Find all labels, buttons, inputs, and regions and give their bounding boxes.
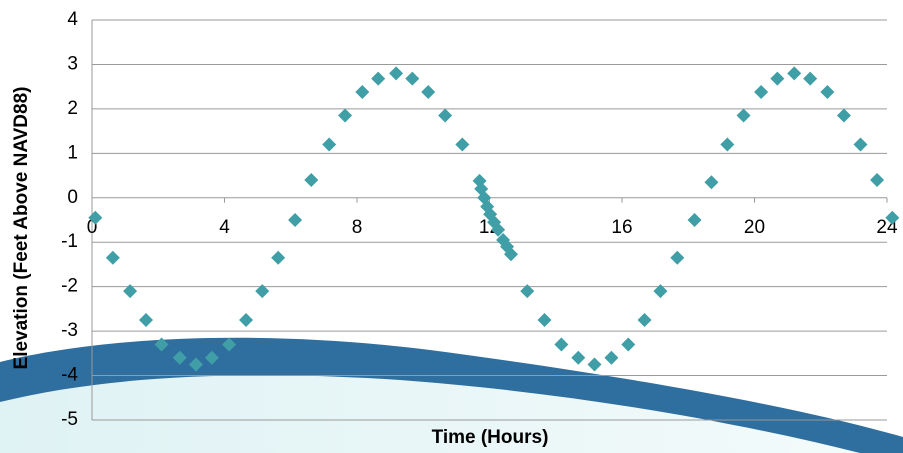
point bbox=[588, 357, 602, 371]
y-tick-label: -5 bbox=[61, 409, 78, 430]
chart: Elevation (Feet Above NAVD88) Time (Hour… bbox=[0, 0, 903, 453]
point bbox=[870, 173, 884, 187]
point bbox=[421, 85, 435, 99]
x-tick-label: 8 bbox=[352, 217, 363, 238]
x-tick-label: 4 bbox=[219, 217, 230, 238]
y-tick-label: 4 bbox=[67, 9, 78, 30]
x-tick-label: 20 bbox=[744, 217, 765, 238]
point bbox=[355, 85, 369, 99]
page: Elevation (Feet Above NAVD88) Time (Hour… bbox=[0, 0, 903, 453]
point bbox=[787, 66, 801, 80]
point bbox=[688, 213, 702, 227]
y-tick-label: -2 bbox=[61, 276, 78, 297]
point bbox=[405, 72, 419, 86]
point bbox=[670, 251, 684, 265]
point bbox=[537, 313, 551, 327]
x-axis-title: Time (Hours) bbox=[432, 427, 549, 448]
point bbox=[438, 109, 452, 123]
point bbox=[389, 66, 403, 80]
point bbox=[621, 337, 635, 351]
point bbox=[820, 85, 834, 99]
point bbox=[638, 313, 652, 327]
point bbox=[455, 137, 469, 151]
point bbox=[139, 313, 153, 327]
point bbox=[837, 109, 851, 123]
x-tick-label: 16 bbox=[611, 217, 632, 238]
y-axis-title: Elevation (Feet Above NAVD88) bbox=[11, 87, 32, 370]
point bbox=[737, 109, 751, 123]
point bbox=[720, 137, 734, 151]
point bbox=[854, 137, 868, 151]
point bbox=[371, 72, 385, 86]
y-tick-label: 3 bbox=[67, 53, 78, 74]
y-tick-label: 2 bbox=[67, 98, 78, 119]
point bbox=[571, 351, 585, 365]
point bbox=[239, 313, 253, 327]
y-tick-label: -4 bbox=[61, 365, 78, 386]
point bbox=[288, 213, 302, 227]
point bbox=[554, 337, 568, 351]
point bbox=[604, 351, 618, 365]
point bbox=[803, 72, 817, 86]
point bbox=[770, 72, 784, 86]
point bbox=[754, 85, 768, 99]
point bbox=[304, 173, 318, 187]
point bbox=[338, 109, 352, 123]
y-tick-label: 1 bbox=[67, 142, 78, 163]
y-tick-label: -1 bbox=[61, 231, 78, 252]
point bbox=[704, 175, 718, 189]
point bbox=[271, 251, 285, 265]
point bbox=[322, 137, 336, 151]
point bbox=[106, 251, 120, 265]
y-tick-label: -3 bbox=[61, 320, 78, 341]
y-tick-label: 0 bbox=[67, 187, 78, 208]
